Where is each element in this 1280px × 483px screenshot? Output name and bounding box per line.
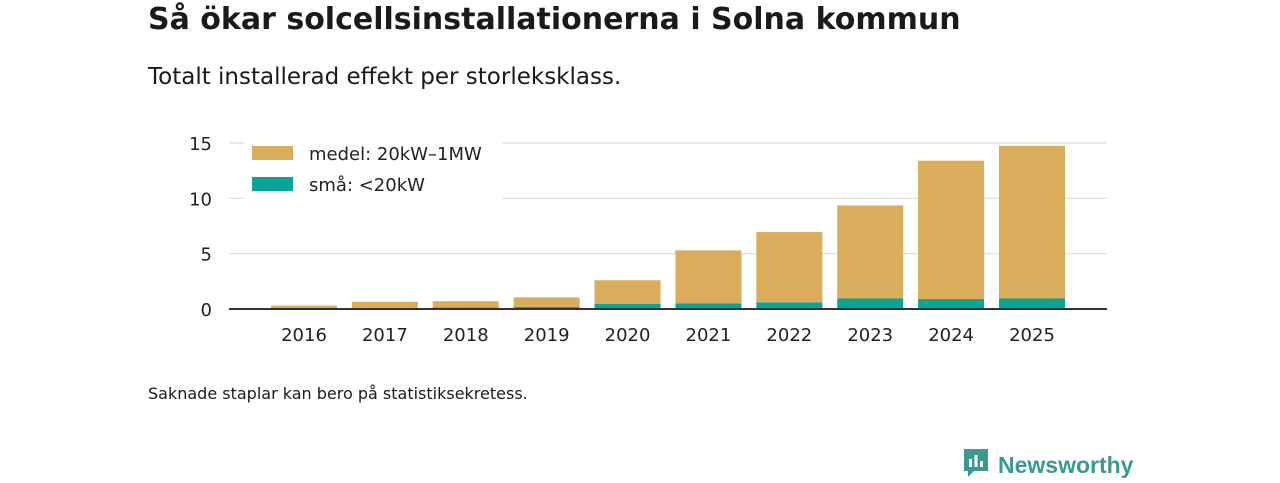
legend-label: små: <20kW bbox=[309, 175, 425, 196]
x-tick-label: 2017 bbox=[362, 325, 408, 346]
y-tick-label: 0 bbox=[201, 300, 212, 321]
bar-sma-2022 bbox=[756, 302, 823, 309]
stacked-bar-chart: 0 5 10 15 2016 2017 2018 2019 2020 2021 2022 2023 20… bbox=[189, 134, 1107, 346]
x-tick-label: 2020 bbox=[605, 325, 651, 346]
bar-medel-2017 bbox=[351, 301, 418, 308]
legend-swatch bbox=[252, 177, 293, 191]
bar-sma-2019 bbox=[513, 306, 580, 309]
bar-medel-2024 bbox=[918, 160, 985, 300]
bar-sma-2025 bbox=[999, 298, 1065, 309]
newsworthy-logo-icon bbox=[962, 447, 990, 483]
legend-label: medel: 20kW–1MW bbox=[309, 144, 482, 165]
x-tick-label: 2019 bbox=[524, 325, 570, 346]
y-tick-label: 15 bbox=[189, 134, 212, 155]
bar-sma-2023 bbox=[837, 298, 904, 309]
x-tick-label: 2024 bbox=[928, 325, 974, 346]
x-tick-label: 2016 bbox=[281, 325, 327, 346]
x-tick-label: 2025 bbox=[1009, 325, 1055, 346]
bar-sma-2021 bbox=[675, 303, 742, 309]
legend-swatch bbox=[252, 146, 293, 160]
bar-medel-2025 bbox=[999, 145, 1065, 299]
x-tick-label: 2023 bbox=[847, 325, 893, 346]
bar-medel-2021 bbox=[675, 250, 742, 304]
footnote: Saknade staplar kan bero på statistiksek… bbox=[148, 384, 528, 403]
x-tick-label: 2022 bbox=[766, 325, 812, 346]
chart-subtitle: Totalt installerad effekt per storlekskl… bbox=[148, 64, 622, 90]
x-tick-label: 2018 bbox=[443, 325, 489, 346]
y-tick-label: 5 bbox=[201, 245, 212, 266]
bar-medel-2016 bbox=[271, 305, 337, 309]
brand-name: Newsworthy bbox=[998, 451, 1134, 478]
brand-logo: Newsworthy bbox=[962, 447, 1133, 483]
chart-title: Så ökar solcellsinstallationerna i Solna… bbox=[148, 2, 961, 37]
bar-sma-2024 bbox=[918, 299, 985, 309]
bar-medel-2020 bbox=[594, 280, 661, 305]
y-tick-label: 10 bbox=[189, 189, 212, 210]
bar-medel-2018 bbox=[432, 301, 499, 308]
bar-medel-2023 bbox=[837, 205, 904, 299]
bar-medel-2019 bbox=[513, 297, 580, 307]
x-tick-label: 2021 bbox=[686, 325, 732, 346]
bar-medel-2022 bbox=[756, 232, 823, 303]
bar-sma-2020 bbox=[594, 304, 661, 309]
